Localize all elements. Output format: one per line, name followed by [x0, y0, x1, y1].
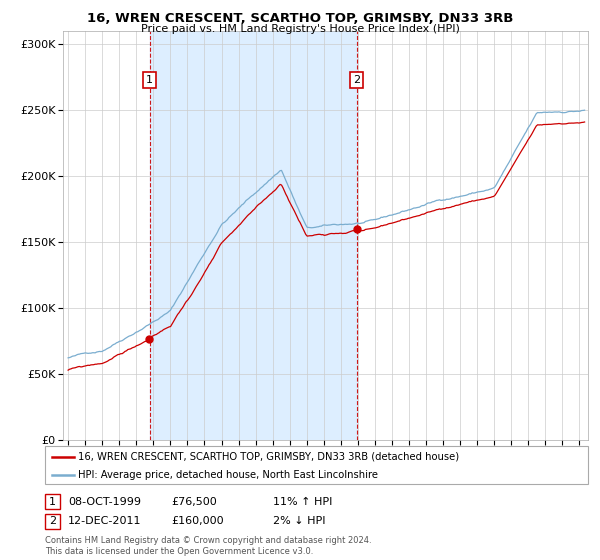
Text: 11% ↑ HPI: 11% ↑ HPI: [273, 497, 332, 507]
Text: £160,000: £160,000: [171, 516, 224, 526]
Text: 2: 2: [49, 516, 56, 526]
Text: 2: 2: [353, 75, 360, 85]
Text: 2% ↓ HPI: 2% ↓ HPI: [273, 516, 325, 526]
Text: 08-OCT-1999: 08-OCT-1999: [68, 497, 141, 507]
Text: 12-DEC-2011: 12-DEC-2011: [68, 516, 142, 526]
Bar: [149, 31, 356, 440]
Text: 16, WREN CRESCENT, SCARTHO TOP, GRIMSBY, DN33 3RB: 16, WREN CRESCENT, SCARTHO TOP, GRIMSBY,…: [87, 12, 513, 25]
Text: Price paid vs. HM Land Registry's House Price Index (HPI): Price paid vs. HM Land Registry's House …: [140, 24, 460, 34]
Text: Contains HM Land Registry data © Crown copyright and database right 2024.
This d: Contains HM Land Registry data © Crown c…: [45, 536, 371, 556]
Text: 16, WREN CRESCENT, SCARTHO TOP, GRIMSBY, DN33 3RB (detached house): 16, WREN CRESCENT, SCARTHO TOP, GRIMSBY,…: [78, 452, 459, 462]
Text: 1: 1: [49, 497, 56, 507]
Text: £76,500: £76,500: [171, 497, 217, 507]
Text: HPI: Average price, detached house, North East Lincolnshire: HPI: Average price, detached house, Nort…: [78, 470, 378, 480]
Text: 1: 1: [146, 75, 153, 85]
